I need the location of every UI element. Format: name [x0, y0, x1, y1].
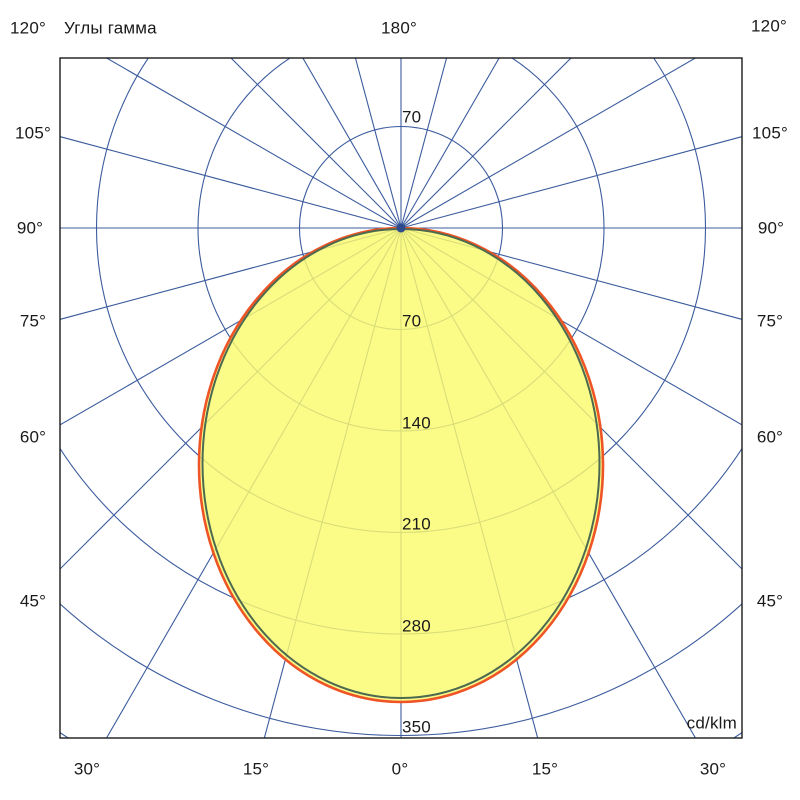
gamma-ray: [105, 58, 402, 229]
gamma-angle-label: 0°: [391, 759, 409, 779]
gamma-angle-label: 75°: [756, 311, 784, 331]
intensity-tick-label: 280: [402, 616, 431, 636]
gamma-ray: [400, 58, 572, 229]
intensity-tick-label: 70: [402, 107, 422, 127]
gamma-angle-label: 30°: [699, 759, 727, 779]
gamma-ray: [230, 58, 402, 229]
intensity-tick-label: 70: [402, 311, 422, 331]
gamma-angle-label: 105°: [15, 123, 51, 143]
gamma-ray: [60, 227, 402, 320]
gamma-angle-label: 120°: [751, 16, 787, 36]
gamma-angle-label: 105°: [752, 123, 788, 143]
gamma-ray: [60, 136, 402, 229]
gamma-angle-label: 90°: [757, 218, 785, 238]
gamma-ray: [354, 58, 402, 229]
gamma-ray: [302, 58, 402, 229]
gamma-angle-label: 15°: [531, 759, 559, 779]
chart-title: Углы гамма: [64, 18, 157, 38]
gamma-ray: [400, 227, 742, 320]
gamma-angle-label: 60°: [756, 427, 784, 447]
gamma-angle-label: 120°: [10, 18, 46, 38]
gamma-ray: [400, 58, 697, 229]
curve-fill: [199, 228, 603, 702]
intensity-tick-label: 350: [402, 717, 431, 737]
plot-frame: [59, 57, 743, 739]
gamma-angle-label: 30°: [73, 759, 101, 779]
unit-label: cd/klm: [686, 713, 737, 733]
gamma-angle-label: 75°: [19, 311, 47, 331]
gamma-angle-label: 15°: [242, 759, 270, 779]
center-point: [396, 223, 406, 233]
gamma-ray: [400, 136, 742, 229]
gamma-ray: [400, 58, 500, 229]
intensity-tick-label: 210: [402, 514, 431, 534]
intensity-tick-label: 140: [402, 413, 431, 433]
gamma-angle-label: 180°: [381, 18, 417, 38]
gamma-angle-label: 45°: [19, 591, 47, 611]
gamma-ray: [400, 58, 448, 229]
gamma-angle-label: 45°: [756, 591, 784, 611]
gamma-angle-label: 60°: [19, 427, 47, 447]
gamma-angle-label: 90°: [16, 218, 44, 238]
